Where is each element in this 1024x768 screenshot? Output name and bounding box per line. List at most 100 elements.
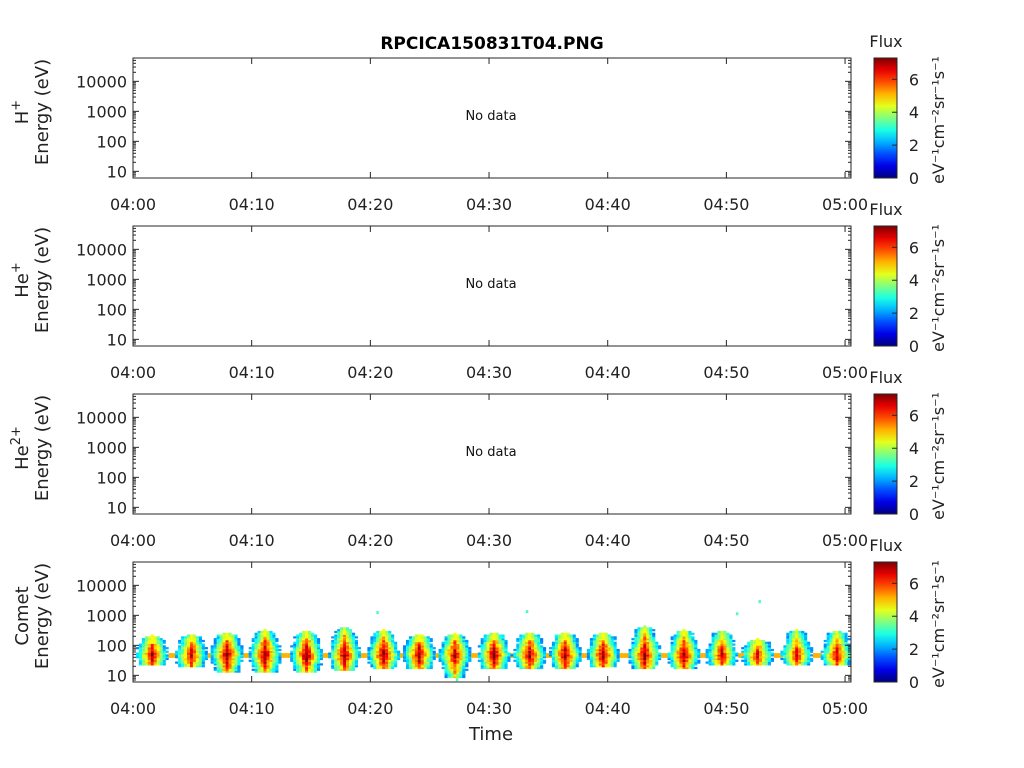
colorbar-tick-label: 4 xyxy=(909,271,919,290)
flux-cell-4 xyxy=(319,654,323,657)
flux-cell-4 xyxy=(302,634,306,637)
flux-cell-8 xyxy=(450,654,454,657)
flux-cell-15 xyxy=(720,652,724,655)
flux-cell-1 xyxy=(192,661,196,664)
flux-cell-13 xyxy=(634,645,638,648)
flux-cell-0 xyxy=(150,652,154,655)
flux-cell-0 xyxy=(144,654,148,657)
flux-cell-bridge xyxy=(474,653,478,658)
flux-cell-16 xyxy=(759,648,763,652)
flux-cell-5 xyxy=(337,657,341,661)
x-tick-label: 04:50 xyxy=(703,195,749,214)
flux-cell-9 xyxy=(483,643,487,646)
flux-cell-18 xyxy=(844,652,848,655)
flux-cell-2 xyxy=(231,659,235,662)
flux-cell-2 xyxy=(231,656,235,659)
flux-cell-5 xyxy=(349,652,353,655)
flux-cell-2 xyxy=(210,645,214,648)
flux-cell-9 xyxy=(489,661,493,664)
flux-cell-2 xyxy=(234,636,238,639)
flux-cell-5 xyxy=(334,648,338,652)
flux-cell-4 xyxy=(314,634,318,637)
flux-cell-8 xyxy=(453,632,457,635)
flux-cell-2 xyxy=(228,657,232,661)
flux-cell-7 xyxy=(432,650,436,653)
flux-cell-18 xyxy=(820,656,824,659)
flux-cell-0 xyxy=(153,654,157,657)
flux-cell-10 xyxy=(522,643,526,646)
flux-cell-15 xyxy=(732,663,736,666)
flux-cell-6 xyxy=(370,648,374,652)
species-label: He+ xyxy=(9,262,33,298)
flux-cell-1 xyxy=(184,641,188,644)
flux-cell-5 xyxy=(337,659,341,662)
flux-cell-6 xyxy=(394,648,398,652)
flux-cell-8 xyxy=(459,672,463,675)
flux-cell-4 xyxy=(293,663,297,666)
flux-cell-10 xyxy=(519,654,523,657)
flux-cell-6 xyxy=(376,639,380,643)
colorbar-tick-label: 2 xyxy=(909,136,919,155)
flux-cell-14 xyxy=(673,661,677,664)
flux-cell-5 xyxy=(331,648,335,652)
flux-cell-6 xyxy=(391,645,395,648)
flux-cell-12 xyxy=(592,639,596,643)
flux-cell-18 xyxy=(832,636,836,639)
flux-cell-13 xyxy=(637,652,641,655)
flux-cell-2 xyxy=(219,643,223,646)
flux-cell-0 xyxy=(144,663,148,666)
flux-cell-9 xyxy=(489,654,493,657)
flux-cell-14 xyxy=(670,647,674,650)
flux-cell-13 xyxy=(634,629,638,632)
flux-cell-12 xyxy=(586,656,590,659)
flux-cell-13 xyxy=(637,634,641,637)
flux-cell-6 xyxy=(373,663,377,666)
flux-cell-1 xyxy=(201,665,205,668)
flux-cell-bridge xyxy=(325,653,329,658)
flux-cell-9 xyxy=(483,659,487,662)
flux-cell-11 xyxy=(572,654,576,657)
flux-cell-9 xyxy=(486,659,490,662)
flux-cell-2 xyxy=(222,636,226,639)
flux-cell-6 xyxy=(373,657,377,661)
energy-label: Energy (eV) xyxy=(32,227,53,333)
flux-cell-15 xyxy=(711,652,715,655)
flux-cell-15 xyxy=(717,650,721,653)
flux-cell-3 xyxy=(257,641,261,644)
flux-cell-14 xyxy=(685,663,689,666)
x-tick-label: 04:30 xyxy=(466,363,512,382)
flux-cell-15 xyxy=(714,632,718,635)
flux-cell-11 xyxy=(572,643,576,646)
flux-cell-11 xyxy=(563,665,567,668)
flux-cell-6 xyxy=(373,652,377,655)
flux-cell-2 xyxy=(213,641,217,644)
flux-cell-8 xyxy=(456,639,460,643)
flux-cell-5 xyxy=(340,629,344,632)
flux-cell-9 xyxy=(480,656,484,659)
flux-cell-12 xyxy=(601,634,605,637)
flux-cell-9 xyxy=(495,666,499,670)
flux-cell-8 xyxy=(462,647,466,650)
flux-cell-2 xyxy=(222,661,226,664)
flux-cell-16 xyxy=(762,654,766,657)
flux-cell-5 xyxy=(343,652,347,655)
flux-cell-5 xyxy=(346,639,350,643)
flux-cell-8 xyxy=(453,674,457,677)
flux-cell-5 xyxy=(334,647,338,650)
flux-cell-13 xyxy=(637,632,641,635)
flux-cell-4 xyxy=(305,643,309,646)
flux-cell-17 xyxy=(810,647,814,650)
flux-cell-14 xyxy=(667,656,671,659)
flux-cell-14 xyxy=(673,654,677,657)
flux-cell-5 xyxy=(346,643,350,646)
flux-cell-9 xyxy=(489,657,493,661)
flux-cell-16 xyxy=(750,648,754,652)
flux-cell-12 xyxy=(595,645,599,648)
flux-cell-12 xyxy=(607,654,611,657)
flux-cell-17 xyxy=(783,659,787,662)
flux-cell-14 xyxy=(673,643,677,646)
flux-cell-10 xyxy=(510,654,514,657)
flux-cell-1 xyxy=(178,654,182,657)
flux-cell-8 xyxy=(465,654,469,657)
flux-cell-6 xyxy=(376,647,380,650)
